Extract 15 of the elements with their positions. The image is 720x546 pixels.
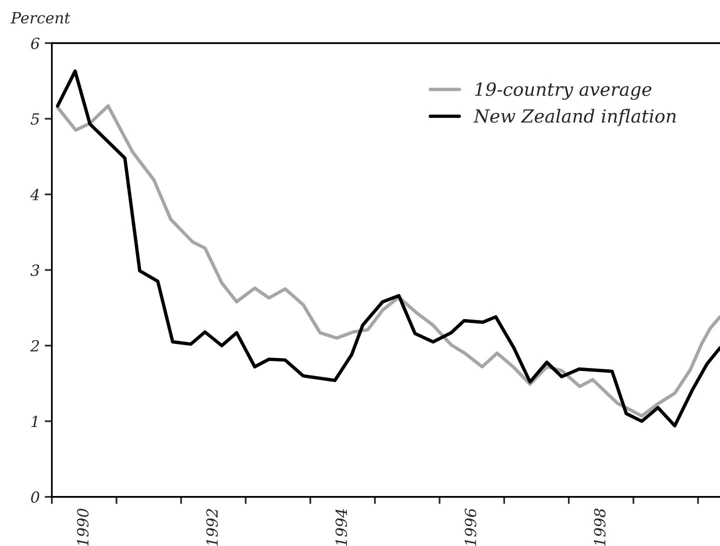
y-tick-label: 1 <box>31 416 38 428</box>
legend-label: New Zealand inflation <box>473 108 676 126</box>
y-tick-label: 5 <box>30 113 40 125</box>
y-tick-label: 2 <box>30 340 39 352</box>
x-tick-label: 1990 <box>77 508 89 546</box>
y-axis-title: Percent <box>10 12 70 24</box>
x-tick-label: 1994 <box>336 509 348 546</box>
y-tick-label: 3 <box>30 264 40 276</box>
legend-label: 19-country average <box>474 82 652 100</box>
y-tick-label: 6 <box>31 38 40 50</box>
y-tick-label: 0 <box>31 491 40 503</box>
y-tick-label: 4 <box>30 188 39 200</box>
x-tick-label: 1998 <box>594 508 606 546</box>
x-tick-label: 1992 <box>206 509 218 546</box>
x-tick-label: 1996 <box>464 508 476 546</box>
